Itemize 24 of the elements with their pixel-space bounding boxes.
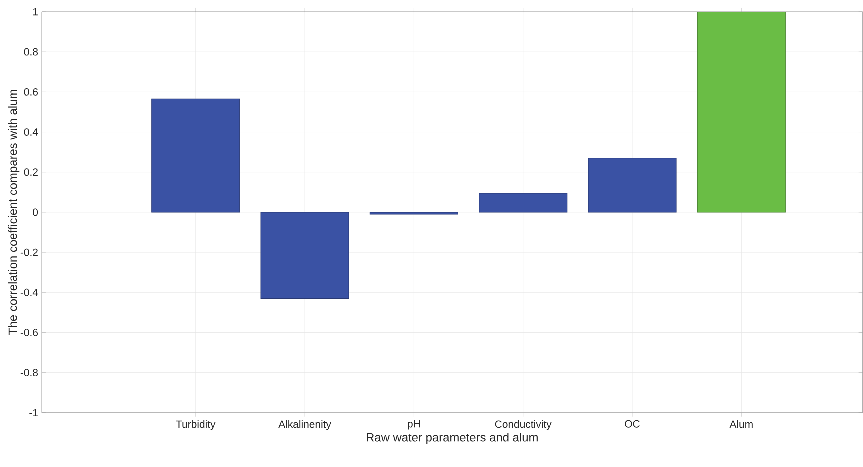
y-tick-label: 0.8 <box>24 48 38 56</box>
x-tick-label: OC <box>625 420 640 428</box>
y-tick-label: -0.6 <box>20 329 38 336</box>
bar <box>370 212 458 215</box>
y-tick-label: -0.2 <box>20 248 38 256</box>
y-tick-label: 0 <box>33 208 38 216</box>
x-axis-title: Raw water parameters and alum <box>367 433 538 444</box>
x-tick-label: Alum <box>730 420 753 428</box>
y-tick-label: -1 <box>30 409 38 417</box>
y-tick-label: 0.2 <box>24 168 38 176</box>
x-tick-label: Alkalinenity <box>278 420 332 430</box>
bar <box>260 212 350 299</box>
bar <box>152 98 240 213</box>
x-tick-label: Turbidity <box>176 420 216 430</box>
bar <box>588 158 677 213</box>
y-tick-label: -0.4 <box>20 288 38 296</box>
y-tick-label: 0.4 <box>24 128 38 136</box>
x-tick-label: pH <box>408 420 420 430</box>
y-axis-title: The correlation coefficient compares with alum <box>8 90 20 336</box>
y-tick-label: 0.6 <box>24 88 38 96</box>
y-tick-label: -0.8 <box>20 369 38 377</box>
x-tick-label: Conductivity <box>495 420 552 430</box>
y-tick-label: 1 <box>33 8 38 16</box>
bar <box>479 193 568 213</box>
